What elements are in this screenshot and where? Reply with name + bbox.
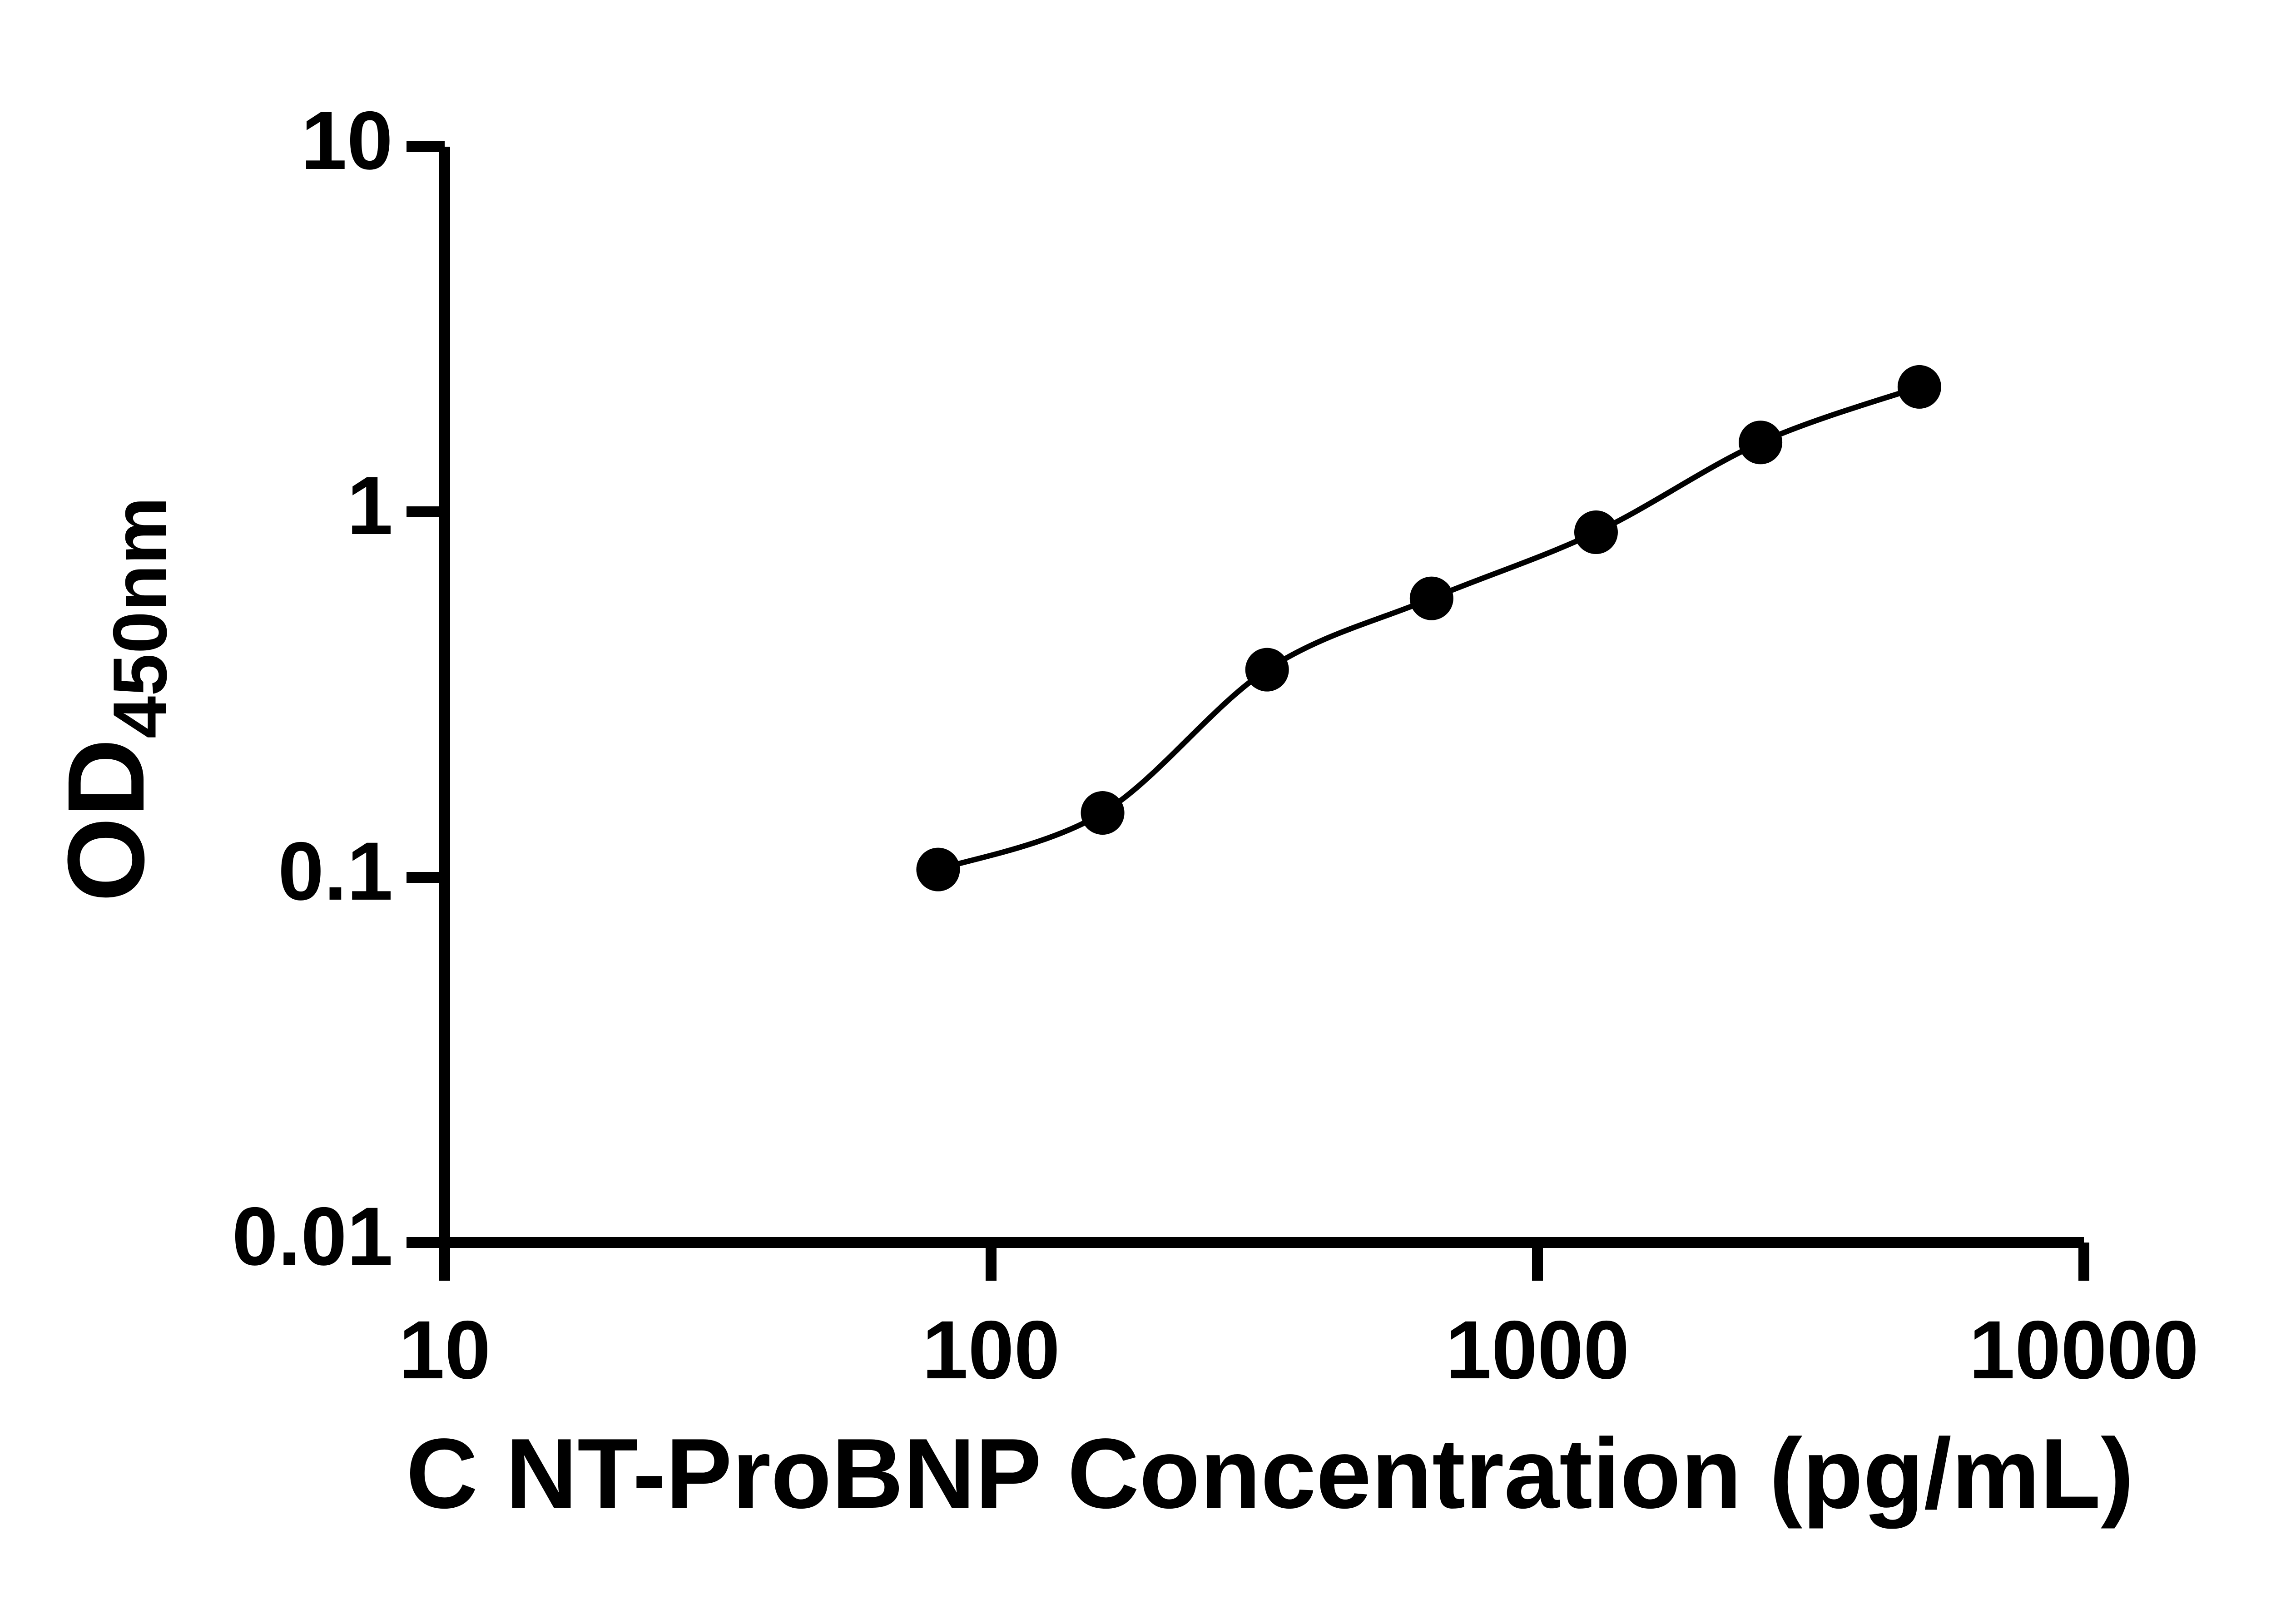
svg-text:0.1: 0.1	[278, 825, 393, 917]
svg-text:0.01: 0.01	[232, 1190, 393, 1282]
svg-text:10000: 10000	[1969, 1303, 2199, 1396]
svg-text:10: 10	[399, 1303, 491, 1396]
svg-text:OD450nm: OD450nm	[45, 497, 183, 902]
svg-text:1000: 1000	[1446, 1303, 1630, 1396]
svg-text:C NT-ProBNP Concentration (pg/: C NT-ProBNP Concentration (pg/mL)	[406, 1418, 2134, 1529]
svg-text:10: 10	[301, 94, 393, 187]
svg-text:1: 1	[347, 459, 393, 552]
svg-text:100: 100	[922, 1303, 1060, 1396]
